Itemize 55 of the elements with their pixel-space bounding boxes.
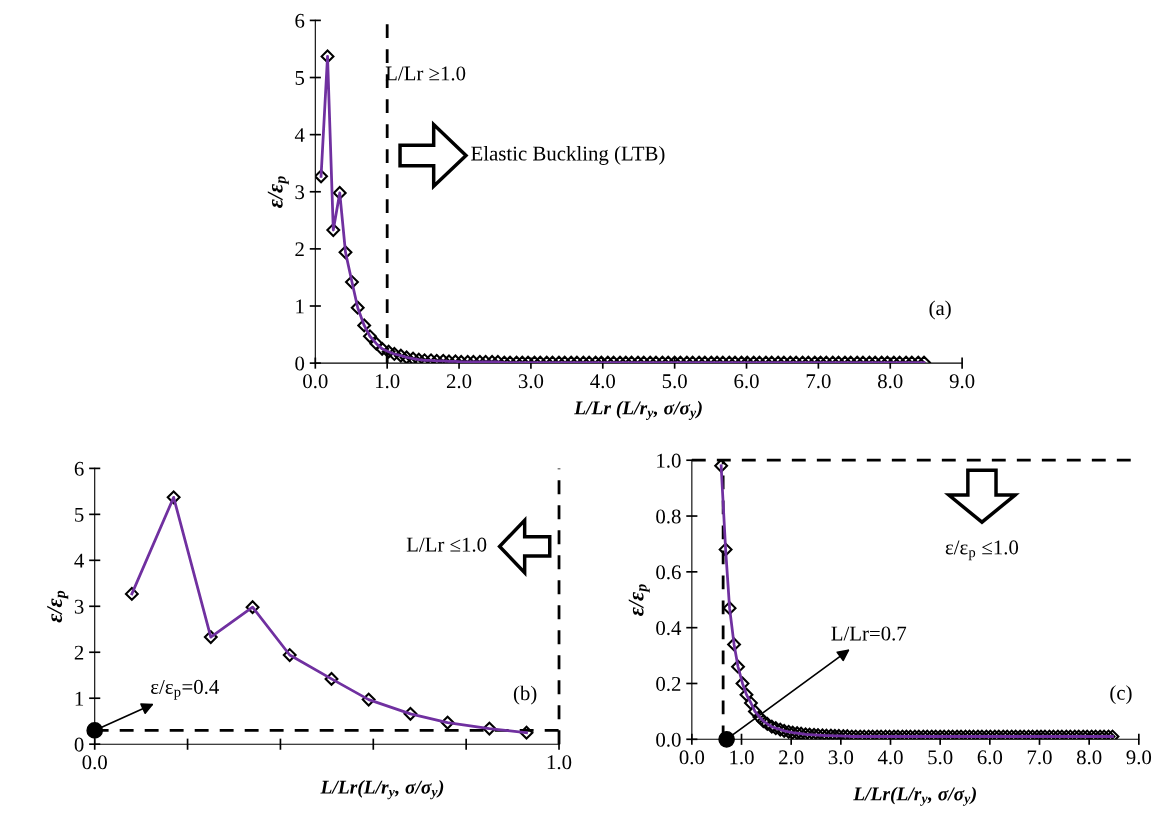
y-tick-label: 0.0 [656,732,681,747]
x-tick-label: 3.0 [518,374,544,389]
y-tick-label: 4 [74,553,84,568]
y-tick-label: 1.0 [657,453,681,468]
y-axis-title: ε/ε$_{p}$ [267,176,289,208]
x-axis-title: L/Lr(L/r$_{y}$, σ/σ$_{y}$) [853,786,976,806]
annotation: (c) [1110,685,1132,705]
x-tick-label: 6.0 [734,374,759,389]
annotation: ε/ε$_{p}$=0.4 [151,679,219,700]
annotation: L/Lr=0.7 [831,626,907,641]
x-tick-label: 8.0 [878,374,903,389]
y-tick-label: 0.2 [656,676,681,692]
y-tick-label: 0 [74,737,84,752]
y-axis-title: ε/ε$_{p}$ [628,584,650,616]
x-tick-label: 1.0 [730,750,754,765]
x-tick-label: 3.0 [828,750,854,765]
x-tick-label: 7.0 [1027,750,1052,765]
x-axis-title: L/Lr(L/r$_{y}$, σ/σ$_{y}$) [320,780,444,800]
ref-line-label: L/Lr ≥1.0 [385,66,466,81]
y-tick-label: 1 [296,299,304,314]
x-tick-label: 4.0 [877,750,903,765]
x-tick-label: 4.0 [590,374,616,389]
y-tick-label: 0.6 [656,565,681,580]
y-tick-label: 6 [295,13,305,28]
y-tick-label: 6 [74,461,84,476]
x-tick-label: 5.0 [928,750,953,765]
x-tick-label: 9.0 [1126,750,1152,765]
ref-line-label: L/Lr ≤1.0 [406,537,487,552]
y-tick-label: 2 [74,645,84,660]
y-tick-label: 0 [295,356,305,371]
x-tick-label: 7.0 [806,374,831,389]
y-tick-label: 3 [74,599,84,614]
x-tick-label: 0.0 [679,750,705,765]
y-tick-label: 5 [295,71,305,85]
annotation: Elastic Buckling (LTB) [471,145,665,165]
y-tick-label: 1 [75,691,84,706]
x-axis-title: L/Lr (L/r$_{y}$, σ/σ$_{y}$) [574,400,702,420]
ref-line-label: ε/ε$_{p}$ ≤1.0 [945,540,1019,561]
x-tick-label: 2.0 [446,374,472,389]
y-tick-label: 0.8 [656,509,681,524]
x-tick-label: 2.0 [779,750,804,765]
x-tick-label: 5.0 [662,374,687,389]
y-tick-label: 5 [75,507,84,522]
x-tick-label: 1.0 [547,755,572,770]
annotation: (a) [929,300,951,320]
x-tick-label: 9.0 [949,374,975,389]
y-tick-label: 3 [295,185,305,200]
y-tick-label: 4 [294,128,305,142]
annotation: (b) [513,685,537,705]
y-tick-label: 0.4 [656,621,682,636]
x-tick-label: 8.0 [1076,750,1102,765]
x-tick-label: 6.0 [977,750,1003,765]
y-axis-title: ε/ε$_{p}$ [47,590,69,623]
x-tick-label: 1.0 [375,374,400,389]
y-tick-label: 2 [295,242,304,257]
